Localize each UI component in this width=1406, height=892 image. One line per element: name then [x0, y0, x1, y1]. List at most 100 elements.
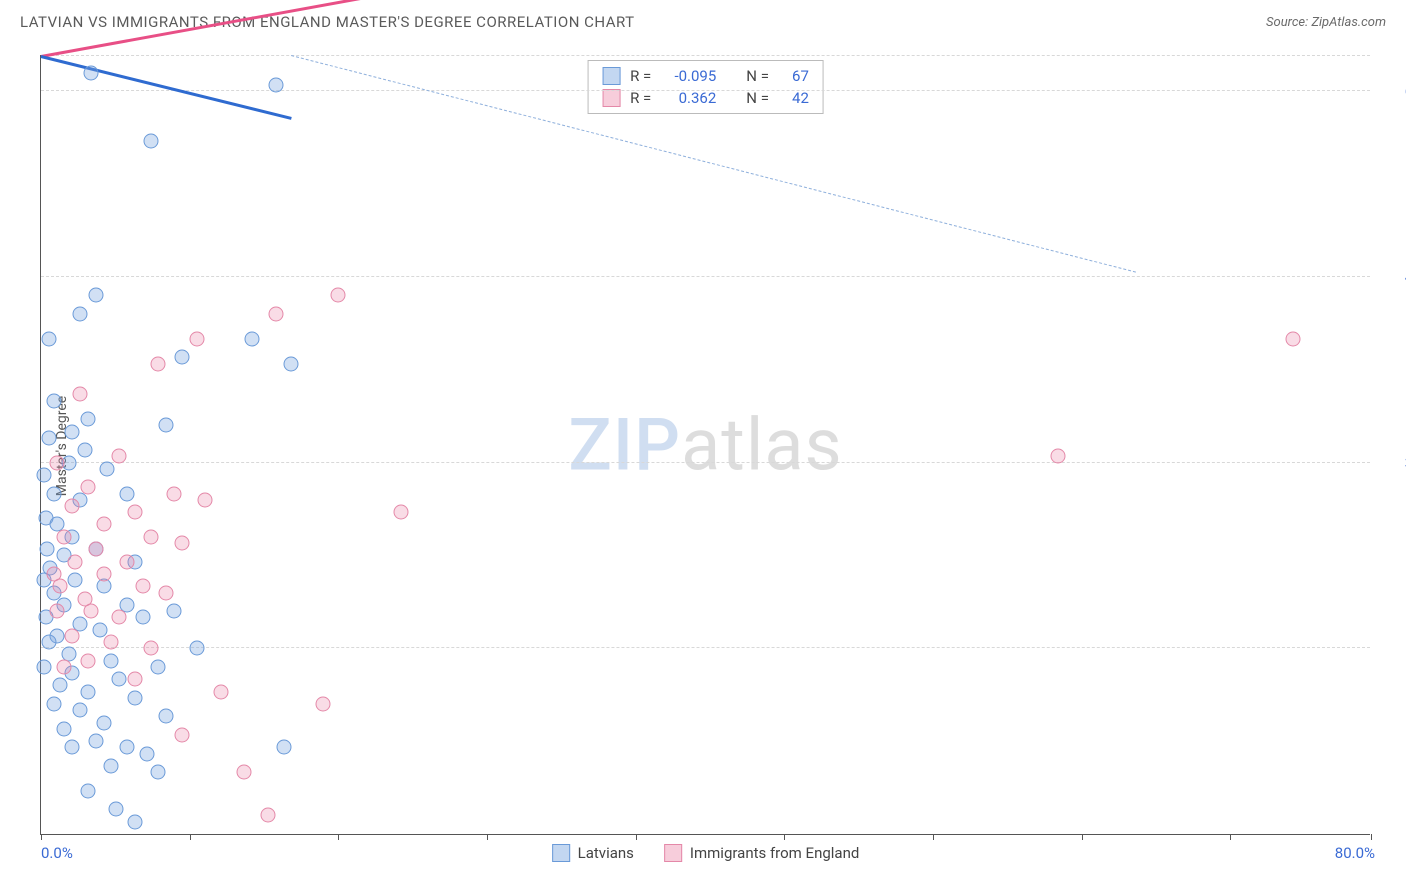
watermark-part1: ZIP — [568, 402, 681, 487]
scatter-point-a — [104, 758, 119, 773]
scatter-point-a — [99, 461, 114, 476]
legend-label-b: Immigrants from England — [690, 844, 859, 862]
scatter-point-b — [143, 641, 158, 656]
y-tick-label: 30.0% — [1375, 454, 1406, 472]
watermark-part2: atlas — [681, 402, 843, 487]
scatter-point-a — [120, 740, 135, 755]
scatter-point-a — [73, 307, 88, 322]
scatter-point-a — [276, 740, 291, 755]
scatter-point-a — [151, 659, 166, 674]
x-tick — [1371, 834, 1372, 840]
scatter-point-b — [237, 765, 252, 780]
scatter-point-a — [57, 721, 72, 736]
y-tick-label: 15.0% — [1375, 639, 1406, 657]
scatter-point-b — [1285, 331, 1300, 346]
scatter-point-a — [245, 331, 260, 346]
scatter-point-b — [213, 684, 228, 699]
x-tick — [1082, 834, 1083, 840]
legend-stats: R = -0.095 N = 67 R = 0.362 N = 42 — [587, 60, 824, 114]
scatter-point-a — [41, 331, 56, 346]
scatter-point-a — [68, 573, 83, 588]
scatter-point-b — [198, 492, 213, 507]
n-label: N = — [746, 65, 769, 87]
scatter-point-b — [80, 480, 95, 495]
legend-item-a: Latvians — [552, 844, 634, 862]
scatter-point-a — [80, 412, 95, 427]
scatter-point-a — [140, 746, 155, 761]
x-tick — [41, 834, 42, 840]
scatter-point-b — [104, 635, 119, 650]
source-label: Source: — [1266, 15, 1311, 30]
x-tick — [1230, 834, 1231, 840]
r-value-a: -0.095 — [661, 65, 716, 87]
x-tick — [338, 834, 339, 840]
scatter-point-a — [80, 684, 95, 699]
legend-stats-row-a: R = -0.095 N = 67 — [602, 65, 809, 87]
scatter-point-a — [88, 288, 103, 303]
x-tick — [784, 834, 785, 840]
scatter-point-b — [315, 697, 330, 712]
scatter-point-a — [37, 659, 52, 674]
x-tick — [933, 834, 934, 840]
scatter-point-a — [40, 542, 55, 557]
scatter-point-b — [174, 536, 189, 551]
scatter-point-a — [190, 641, 205, 656]
scatter-point-b — [151, 356, 166, 371]
scatter-point-b — [127, 672, 142, 687]
scatter-point-b — [331, 288, 346, 303]
scatter-point-b — [167, 486, 182, 501]
scatter-point-a — [41, 635, 56, 650]
scatter-point-a — [77, 443, 92, 458]
scatter-point-b — [135, 579, 150, 594]
gridline-h — [41, 55, 1370, 56]
scatter-point-b — [268, 307, 283, 322]
scatter-point-a — [46, 486, 61, 501]
x-tick — [190, 834, 191, 840]
scatter-point-b — [260, 808, 275, 823]
gridline-h — [41, 647, 1370, 648]
scatter-point-b — [65, 628, 80, 643]
scatter-point-a — [52, 678, 67, 693]
scatter-point-a — [127, 690, 142, 705]
scatter-point-a — [159, 418, 174, 433]
scatter-point-b — [127, 505, 142, 520]
chart-source: Source: ZipAtlas.com — [1266, 15, 1386, 30]
scatter-plot: ZIPatlas R = -0.095 N = 67 R = 0.362 N =… — [40, 55, 1370, 835]
scatter-point-a — [96, 715, 111, 730]
scatter-point-a — [46, 393, 61, 408]
gridline-h — [41, 276, 1370, 277]
x-tick — [636, 834, 637, 840]
swatch-a-icon — [602, 67, 620, 85]
swatch-b-icon — [664, 844, 682, 862]
scatter-point-a — [135, 610, 150, 625]
scatter-point-b — [393, 505, 408, 520]
scatter-point-b — [143, 529, 158, 544]
y-tick-label: 60.0% — [1375, 82, 1406, 100]
scatter-point-b — [65, 498, 80, 513]
legend-series: Latvians Immigrants from England — [552, 844, 860, 862]
scatter-point-a — [93, 622, 108, 637]
scatter-point-a — [73, 703, 88, 718]
scatter-point-b — [49, 455, 64, 470]
x-tick — [487, 834, 488, 840]
scatter-point-a — [112, 672, 127, 687]
scatter-point-a — [46, 697, 61, 712]
scatter-point-b — [120, 554, 135, 569]
scatter-point-a — [65, 424, 80, 439]
n-value-a: 67 — [779, 65, 809, 87]
swatch-b-icon — [602, 89, 620, 107]
scatter-point-a — [268, 77, 283, 92]
scatter-point-a — [37, 467, 52, 482]
legend-label-a: Latvians — [578, 844, 634, 862]
x-tick-label-max: 80.0% — [1335, 844, 1375, 862]
scatter-point-b — [1051, 449, 1066, 464]
scatter-point-b — [96, 567, 111, 582]
scatter-point-b — [84, 604, 99, 619]
scatter-point-a — [84, 65, 99, 80]
scatter-point-a — [88, 734, 103, 749]
y-tick-label: 45.0% — [1375, 268, 1406, 286]
watermark: ZIPatlas — [568, 402, 842, 487]
scatter-point-a — [120, 486, 135, 501]
scatter-point-a — [127, 814, 142, 829]
scatter-point-a — [159, 709, 174, 724]
